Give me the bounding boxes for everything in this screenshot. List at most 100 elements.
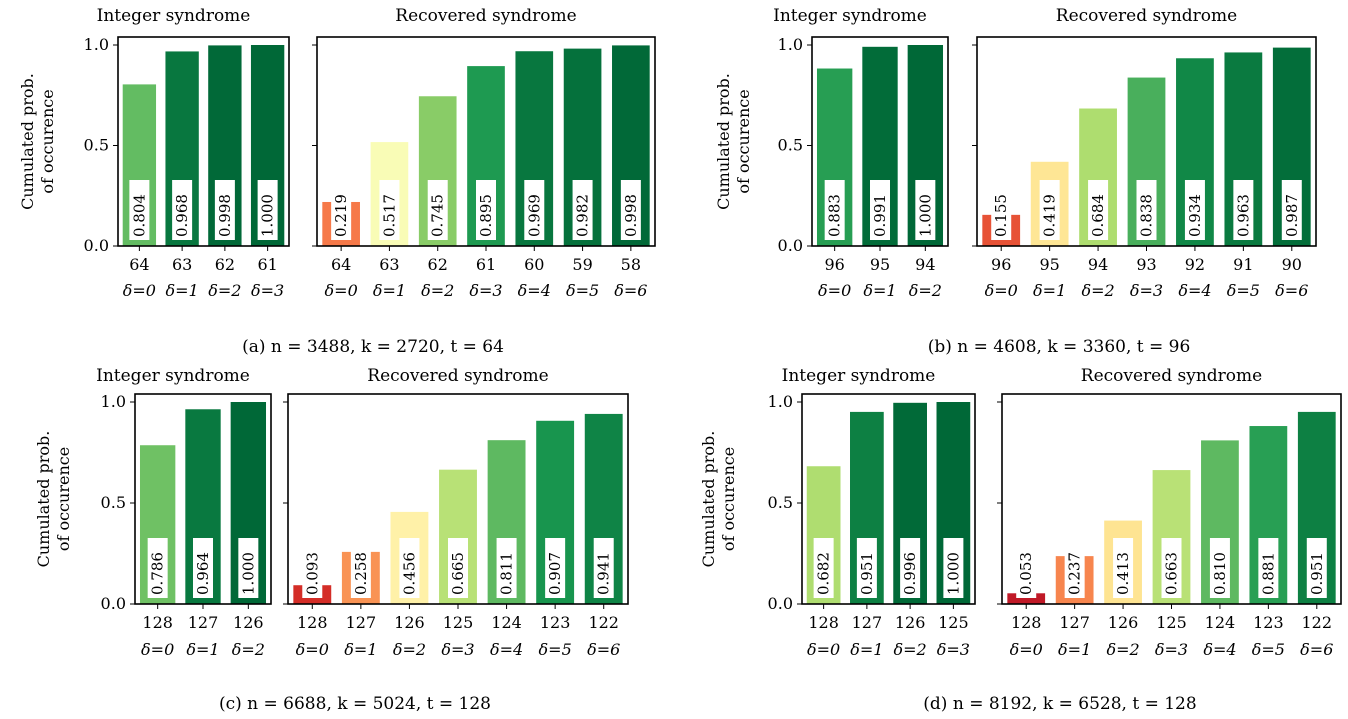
data-label-box — [193, 538, 213, 598]
data-label-box — [813, 538, 834, 598]
data-label: 0.907 — [546, 552, 564, 595]
delta-label: δ=1 — [1033, 281, 1066, 300]
delta-label: δ=5 — [1227, 281, 1260, 300]
data-label-box — [1113, 538, 1134, 598]
delta-label: δ=6 — [587, 640, 620, 659]
data-label-box — [379, 180, 400, 240]
data-label: 0.155 — [992, 194, 1010, 237]
delta-label: δ=0 — [985, 281, 1018, 300]
data-label-box — [1258, 538, 1279, 598]
data-label: 0.684 — [1089, 194, 1107, 237]
axes-frame — [811, 36, 949, 247]
panel-title: Integer syndrome — [773, 6, 927, 26]
bar — [1007, 593, 1046, 604]
data-label: 0.093 — [303, 552, 321, 595]
x-tick-label: 128 — [1011, 613, 1042, 632]
data-label-box — [448, 538, 468, 598]
y-axis-label: Cumulated prob.of occurence — [714, 73, 753, 210]
data-label-box — [172, 180, 193, 240]
data-label-box — [900, 538, 921, 598]
x-tick-label: 125 — [1156, 613, 1187, 632]
data-label-box — [545, 538, 566, 598]
subfigure-caption: (c) n = 6688, k = 5024, t = 128 — [219, 694, 491, 714]
subfigure-a: Cumulated prob.of occurence Integer syndr… — [18, 6, 656, 357]
x-tick-label: 63 — [379, 255, 399, 274]
data-label: 0.982 — [574, 194, 592, 237]
x-tick-label: 63 — [172, 255, 192, 274]
x-tick-label: 126 — [895, 613, 926, 632]
x-tick-label: 91 — [1233, 255, 1253, 274]
x-tick-label: 127 — [346, 613, 377, 632]
delta-label: δ=1 — [1058, 640, 1091, 659]
delta-label: δ=0 — [141, 640, 174, 659]
data-label: 0.941 — [595, 552, 613, 595]
delta-label: δ=4 — [1178, 281, 1211, 300]
delta-label: δ=2 — [909, 281, 942, 300]
data-label-box — [427, 180, 448, 240]
data-label: 0.665 — [449, 552, 467, 595]
delta-label: δ=6 — [1275, 281, 1308, 300]
panel-recovered: Recovered syndrome 0.093 128 δ=0 0.258 127 δ=1… — [283, 366, 629, 659]
data-label: 0.895 — [477, 194, 495, 237]
x-tick-label: 127 — [1059, 613, 1090, 632]
panel-integer: Integer syndrome 0.682 128 δ=0 0.951 127 δ=1 0.… — [768, 366, 976, 659]
data-label-box — [824, 180, 845, 240]
data-label-box — [129, 180, 150, 240]
data-label-box — [1233, 180, 1254, 240]
data-label-box — [1161, 538, 1182, 598]
subfigure-caption: (a) n = 3488, k = 2720, t = 64 — [242, 337, 504, 357]
data-label-box — [1064, 538, 1085, 598]
delta-label: δ=4 — [490, 640, 523, 659]
delta-label: δ=0 — [807, 640, 840, 659]
subfigure-b: Cumulated prob.of occurence Integer syndr… — [714, 6, 1317, 357]
data-label: 0.419 — [1041, 194, 1059, 237]
data-label-box — [1306, 538, 1327, 598]
x-tick-label: 122 — [1302, 613, 1333, 632]
x-tick-label: 64 — [129, 255, 149, 274]
delta-label: δ=1 — [186, 640, 219, 659]
delta-label: δ=2 — [1106, 640, 1139, 659]
x-tick-label: 128 — [297, 613, 328, 632]
y-tick-label: 0.0 — [84, 236, 109, 255]
delta-label: δ=2 — [208, 281, 241, 300]
data-label-box — [572, 180, 593, 240]
x-tick-label: 94 — [1088, 255, 1108, 274]
axes-frame — [117, 36, 290, 247]
data-label: 0.810 — [1211, 552, 1229, 595]
delta-label: δ=2 — [393, 640, 426, 659]
data-label: 0.964 — [194, 552, 212, 595]
x-tick-label: 126 — [233, 613, 264, 632]
x-tick-label: 122 — [588, 613, 619, 632]
delta-label: δ=3 — [441, 640, 474, 659]
data-label-box — [991, 180, 1012, 240]
data-label: 0.682 — [815, 552, 833, 595]
subfigure-c: Cumulated prob.of occurence Integer syndr… — [34, 366, 629, 714]
delta-label: δ=3 — [469, 281, 502, 300]
data-label: 0.951 — [1308, 552, 1326, 595]
delta-label: δ=2 — [894, 640, 927, 659]
data-label-box — [1209, 538, 1230, 598]
data-label-box — [214, 180, 235, 240]
data-label: 0.951 — [858, 552, 876, 595]
x-tick-label: 64 — [331, 255, 351, 274]
x-tick-label: 96 — [824, 255, 844, 274]
delta-label: δ=0 — [1010, 640, 1043, 659]
data-label: 0.987 — [1283, 194, 1301, 237]
x-tick-label: 61 — [257, 255, 277, 274]
panel-title: Recovered syndrome — [395, 6, 576, 26]
delta-label: δ=5 — [1252, 640, 1285, 659]
delta-label: δ=0 — [818, 281, 851, 300]
delta-label: δ=2 — [232, 640, 265, 659]
x-tick-label: 62 — [428, 255, 448, 274]
data-label: 0.998 — [216, 194, 234, 237]
delta-label: δ=6 — [1300, 640, 1333, 659]
data-label: 1.000 — [916, 194, 934, 237]
delta-label: δ=0 — [296, 640, 329, 659]
panel-integer: Integer syndrome0.88396δ=00.99195δ=11.00… — [773, 6, 949, 300]
data-label: 0.413 — [1114, 552, 1132, 595]
x-tick-label: 58 — [621, 255, 641, 274]
panel-recovered: Recovered syndrome 0.219 64 δ=0 0.517 63 δ=1 0.… — [312, 6, 656, 300]
y-tick-label: 0.5 — [84, 136, 109, 155]
data-label: 0.963 — [1234, 194, 1252, 237]
axes-frame — [134, 393, 272, 605]
